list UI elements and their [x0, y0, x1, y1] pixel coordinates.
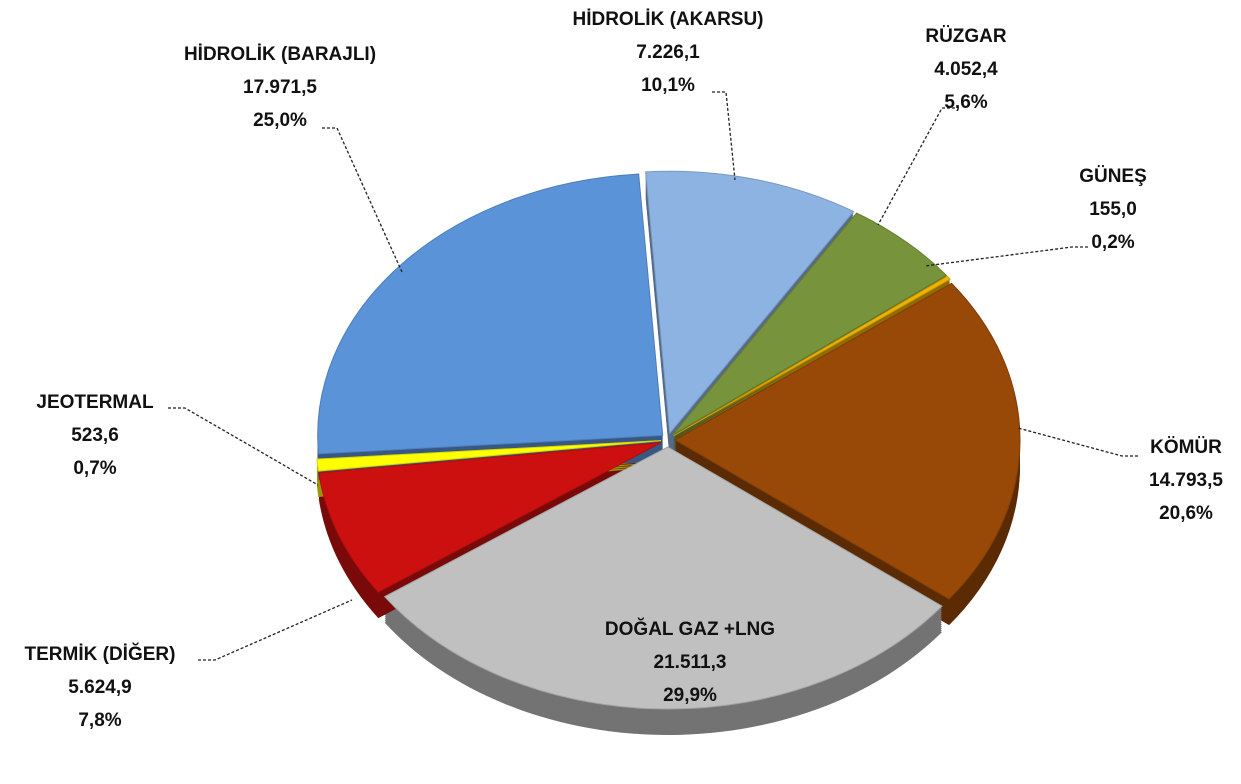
value-label: 523,6: [71, 425, 119, 446]
slice: [318, 441, 662, 593]
slice-label: GÜNEŞ: [1079, 166, 1147, 187]
labels: HİDROLİK (AKARSU) 7.226,1 10,1% RÜZGAR 4.052…: [25, 9, 1224, 731]
slice-label: DOĞAL GAZ +LNG: [605, 618, 775, 640]
slice-label: TERMİK (DİĞER): [25, 643, 176, 665]
slice: [645, 170, 855, 435]
leader-line: [924, 246, 1088, 267]
leader-line: [1017, 427, 1138, 457]
slice: [383, 446, 943, 710]
leader-line: [322, 127, 403, 273]
leader-line: [877, 107, 955, 226]
value-label: 4.052,4: [934, 59, 998, 80]
percentage-label: 10,1%: [641, 75, 695, 96]
leader-line: [712, 91, 736, 181]
percentage-label: 25,0%: [253, 110, 307, 131]
percentage-label: 0,7%: [73, 458, 116, 479]
percentage-label: 20,6%: [1159, 503, 1213, 524]
value-label: 17.971,5: [243, 77, 317, 98]
pie: [316, 170, 1021, 735]
slice: [317, 173, 664, 455]
value-label: 155,0: [1089, 199, 1137, 220]
pie-top: [316, 170, 1021, 710]
value-label: 5.624,9: [68, 677, 131, 698]
value-label: 14.793,5: [1149, 470, 1223, 491]
slice: [673, 275, 951, 437]
slice: [316, 440, 662, 472]
leader-lines: [168, 91, 1138, 661]
slice: [672, 212, 948, 436]
percentage-label: 29,9%: [663, 685, 717, 706]
leader-line: [198, 599, 353, 661]
slice: [673, 282, 1021, 600]
slice-label: JEOTERMAL: [36, 392, 154, 413]
slice-label: HİDROLİK (BARAJLI): [184, 44, 376, 65]
value-label: 7.226,1: [636, 42, 700, 63]
slice-label: HİDROLİK (AKARSU): [572, 9, 763, 30]
value-label: 21.511,3: [654, 652, 727, 673]
leader-line: [168, 407, 319, 486]
slice-label: KÖMÜR: [1150, 437, 1222, 458]
percentage-label: 5,6%: [944, 92, 987, 113]
percentage-label: 7,8%: [78, 710, 121, 731]
percentage-label: 0,2%: [1091, 232, 1134, 253]
slice-label: RÜZGAR: [925, 26, 1007, 47]
